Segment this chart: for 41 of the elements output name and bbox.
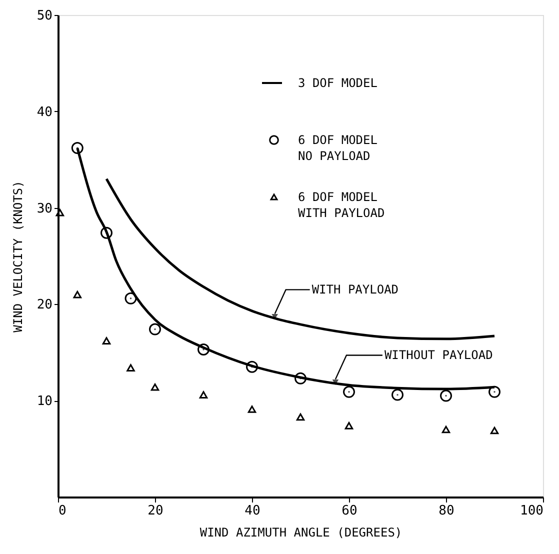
point	[246, 360, 258, 373]
point	[102, 337, 111, 344]
point	[150, 383, 160, 391]
point	[126, 364, 135, 372]
point	[56, 208, 64, 216]
legend-label: 6 DOF MODEL NO PAYLOAD	[298, 133, 378, 163]
annotation: WITH PAYLOAD	[312, 282, 399, 297]
point	[344, 422, 354, 430]
point	[71, 142, 84, 154]
point	[149, 323, 161, 336]
y-axis-title: WIND VELOCITY (KNOTS)	[10, 180, 25, 332]
x-tick-label: 100	[520, 504, 544, 518]
y-tick-label: 20	[36, 298, 52, 313]
x-tick-label: 40	[244, 504, 260, 518]
y-tick-label: 50	[36, 8, 52, 24]
x-tick-label: 0	[58, 504, 66, 518]
y-tick-label: 30	[36, 201, 52, 216]
point	[442, 426, 450, 434]
point	[294, 372, 306, 384]
legend-label: 3 DOF MODEL	[298, 76, 378, 90]
line-series	[105, 178, 496, 340]
point	[490, 426, 499, 434]
point	[248, 406, 256, 413]
point	[296, 413, 305, 421]
annotation: WITHOUT PAYLOAD	[384, 348, 493, 362]
y-tick-label: 10	[36, 394, 52, 410]
point	[124, 292, 137, 304]
point	[440, 390, 452, 402]
x-tick-label: 80	[438, 504, 454, 518]
x-tick-label: 60	[342, 504, 358, 518]
point	[73, 290, 82, 298]
point	[198, 344, 210, 356]
x-tick-label: 20	[148, 504, 164, 518]
point	[199, 391, 208, 398]
point	[100, 226, 112, 239]
y-tick-label: 40	[36, 104, 52, 120]
point	[392, 388, 404, 401]
point	[343, 386, 355, 398]
point	[488, 386, 500, 398]
x-axis-title: WIND AZIMUTH ANGLE (DEGREES)	[200, 526, 402, 540]
legend-label: 6 DOF MODEL WITH PAYLOAD	[298, 190, 385, 220]
